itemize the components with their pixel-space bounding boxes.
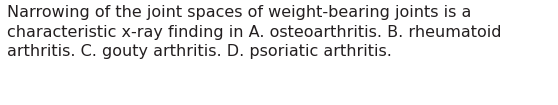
Text: Narrowing of the joint spaces of weight-bearing joints is a
characteristic x-ray: Narrowing of the joint spaces of weight-… <box>7 5 502 59</box>
